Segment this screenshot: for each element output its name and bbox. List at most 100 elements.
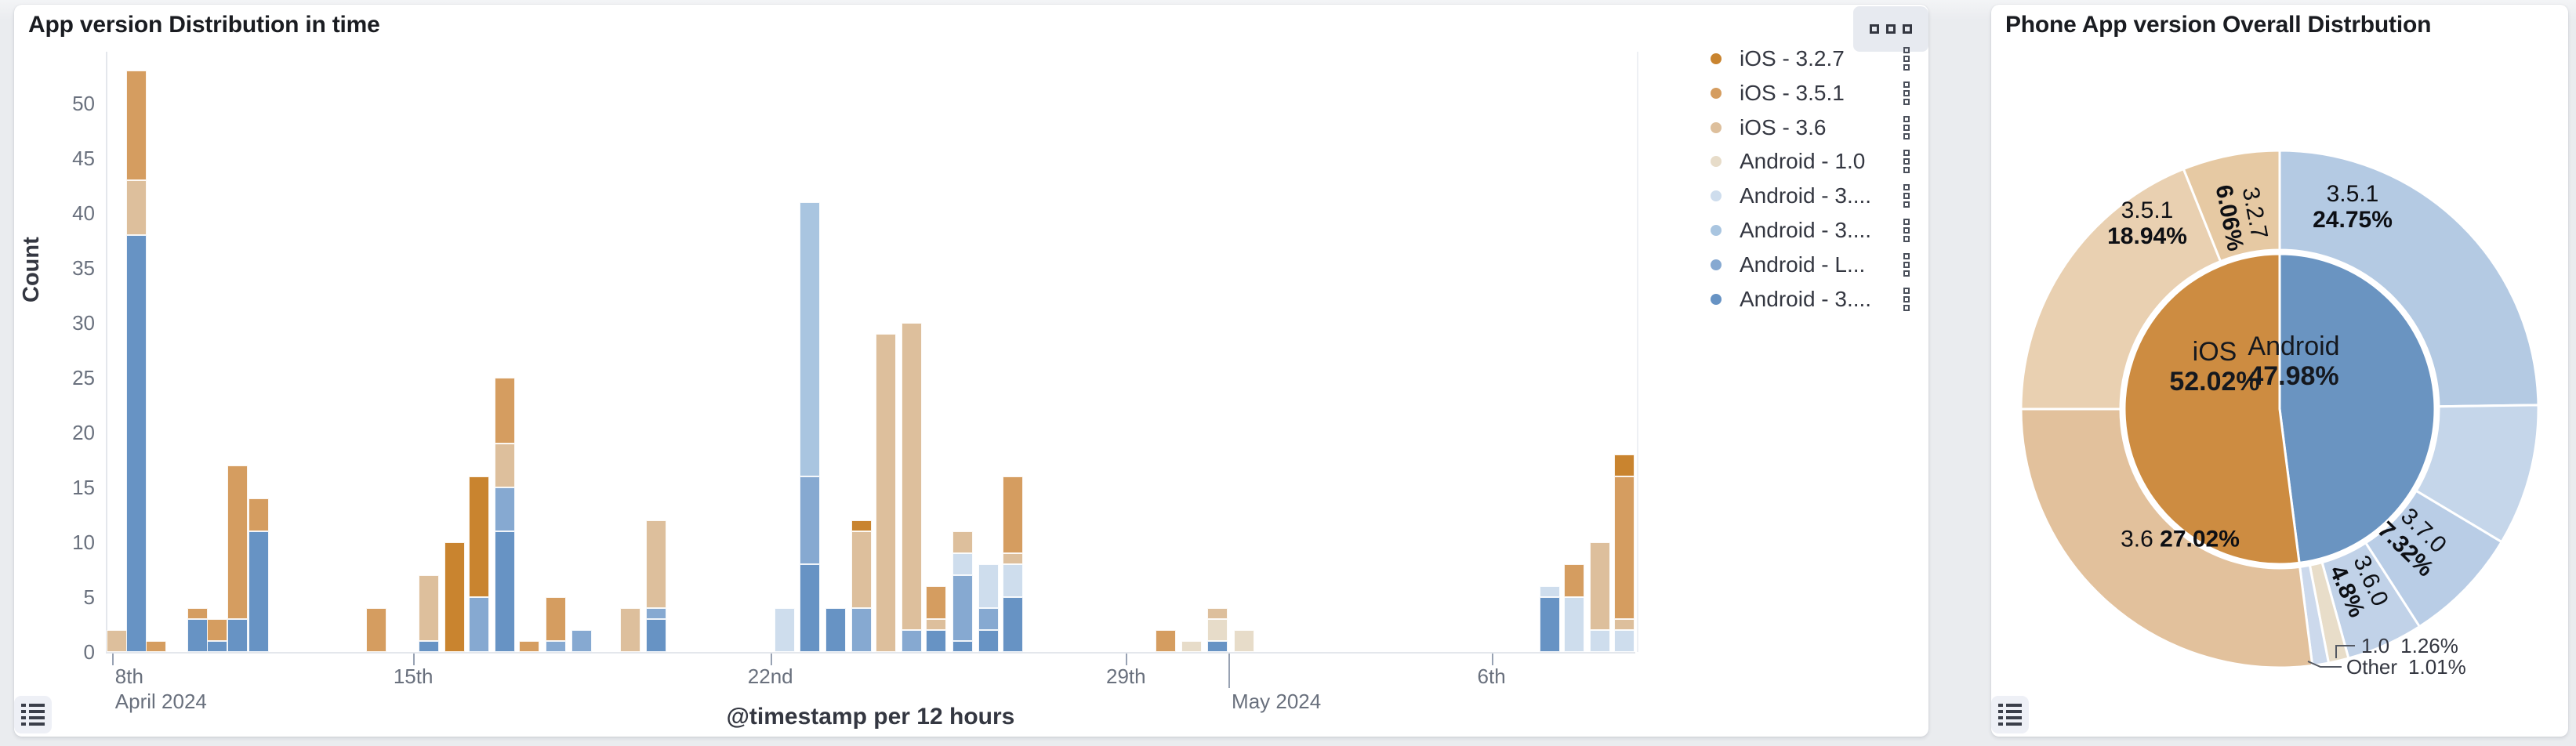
bar-segment[interactable]: [926, 619, 947, 630]
legend-item[interactable]: Android - 3....: [1704, 217, 1914, 244]
bar-segment[interactable]: [1590, 542, 1611, 630]
bar-segment[interactable]: [646, 619, 667, 652]
bar-segment[interactable]: [418, 575, 439, 641]
bar-segment[interactable]: [952, 641, 973, 652]
legend-toggle-button[interactable]: [14, 696, 52, 733]
bar-segment[interactable]: [366, 608, 387, 652]
bar-segment[interactable]: [799, 202, 820, 476]
bar-segment[interactable]: [126, 71, 147, 180]
bar-segment[interactable]: [1002, 597, 1023, 652]
bar-segment[interactable]: [1002, 476, 1023, 553]
legend-item-actions-icon[interactable]: [1903, 47, 1910, 71]
panel-options-button[interactable]: [1853, 6, 1928, 52]
legend-item-actions-icon[interactable]: [1903, 184, 1910, 208]
bar-segment[interactable]: [545, 641, 566, 652]
bar-segment[interactable]: [227, 619, 248, 652]
bar-segment[interactable]: [775, 608, 796, 652]
bar-segment[interactable]: [851, 608, 872, 652]
bar-segment[interactable]: [187, 608, 209, 619]
bar-segment[interactable]: [495, 444, 516, 487]
legend-item-actions-icon[interactable]: [1903, 81, 1910, 105]
legend-item-actions-icon[interactable]: [1903, 219, 1910, 242]
bar-segment[interactable]: [646, 608, 667, 619]
bar-segment[interactable]: [207, 641, 228, 652]
bar-segment[interactable]: [876, 334, 897, 652]
bar-segment[interactable]: [1564, 564, 1584, 597]
donut-outer-slice[interactable]: [2278, 149, 2540, 408]
bar-segment[interactable]: [187, 619, 209, 652]
legend-item[interactable]: iOS - 3.5.1: [1704, 80, 1914, 107]
donut-outer-slice[interactable]: [2019, 407, 2314, 669]
donut-outer-slice[interactable]: [2182, 149, 2281, 263]
bar-segment[interactable]: [418, 641, 439, 652]
legend-item[interactable]: Android - 3....: [1704, 183, 1914, 209]
bar-segment[interactable]: [1614, 454, 1635, 476]
bar-segment[interactable]: [1207, 608, 1228, 619]
bar-segment[interactable]: [249, 531, 270, 652]
x-tick-label: 8th: [114, 665, 143, 688]
bar-segment[interactable]: [646, 520, 667, 608]
bar-segment[interactable]: [571, 630, 592, 652]
bar-segment[interactable]: [1181, 641, 1203, 652]
bar-segment[interactable]: [1539, 586, 1560, 597]
bar-segment[interactable]: [851, 531, 872, 608]
legend-item[interactable]: iOS - 3.6: [1704, 114, 1914, 141]
legend-item-actions-icon[interactable]: [1903, 287, 1910, 311]
legend-item[interactable]: Android - 3....: [1704, 286, 1914, 313]
bar-segment[interactable]: [1590, 630, 1611, 652]
legend-item-actions-icon[interactable]: [1903, 252, 1910, 277]
bar-segment[interactable]: [1002, 564, 1023, 597]
bar-segment[interactable]: [1156, 630, 1177, 652]
bar-segment[interactable]: [495, 487, 516, 531]
bar-segment[interactable]: [1002, 553, 1023, 564]
bar-segment[interactable]: [1614, 630, 1635, 652]
bar-segment[interactable]: [495, 531, 516, 652]
bar-segment[interactable]: [902, 323, 923, 630]
donut-inner-slice[interactable]: [2123, 252, 2301, 566]
bar-segment[interactable]: [444, 542, 465, 652]
bar-segment[interactable]: [1614, 476, 1635, 619]
legend-item-actions-icon[interactable]: [1903, 115, 1910, 139]
bar-segment[interactable]: [978, 564, 999, 608]
bar-segment[interactable]: [207, 619, 228, 641]
bar-segment[interactable]: [126, 235, 147, 652]
bar-segment[interactable]: [799, 476, 820, 564]
legend-toggle-button[interactable]: [1991, 696, 2029, 733]
bar-segment[interactable]: [1207, 641, 1228, 652]
bar-segment[interactable]: [978, 608, 999, 630]
bar-segment[interactable]: [1614, 619, 1635, 630]
bar-segment[interactable]: [952, 531, 973, 553]
legend-item[interactable]: Android - L...: [1704, 252, 1914, 278]
bar-segment[interactable]: [926, 630, 947, 652]
bar-segment[interactable]: [227, 465, 248, 619]
bar-segment[interactable]: [1207, 619, 1228, 641]
bar-segment[interactable]: [1233, 630, 1254, 652]
bar-segment[interactable]: [926, 586, 947, 619]
bar-segment[interactable]: [620, 608, 641, 652]
y-tick-label: 25: [72, 366, 95, 389]
bar-segment[interactable]: [495, 378, 516, 444]
bar-segment[interactable]: [519, 641, 540, 652]
bar-segment[interactable]: [249, 498, 270, 531]
bar-segment[interactable]: [1539, 597, 1560, 652]
bar-segment[interactable]: [952, 553, 973, 575]
bar-segment[interactable]: [146, 641, 167, 652]
bar-segment[interactable]: [851, 520, 872, 531]
bar-segment[interactable]: [545, 597, 566, 641]
legend-item[interactable]: iOS - 3.2.7: [1704, 45, 1914, 72]
bar-segment[interactable]: [825, 608, 846, 652]
bar-segment[interactable]: [106, 630, 127, 652]
bar-segment[interactable]: [126, 180, 147, 235]
bar-segment[interactable]: [1564, 597, 1584, 652]
bar-segment[interactable]: [469, 597, 490, 652]
legend-item[interactable]: Android - 1.0: [1704, 148, 1914, 175]
bar-segment[interactable]: [952, 575, 973, 641]
bar: [495, 378, 516, 652]
bar-segment[interactable]: [978, 630, 999, 652]
donut-outer-slice[interactable]: [2019, 168, 2222, 411]
legend-item-actions-icon[interactable]: [1903, 150, 1910, 174]
bar-segment[interactable]: [799, 564, 820, 652]
donut-inner-slice[interactable]: [2278, 252, 2436, 564]
bar-segment[interactable]: [469, 476, 490, 597]
bar-segment[interactable]: [902, 630, 923, 652]
